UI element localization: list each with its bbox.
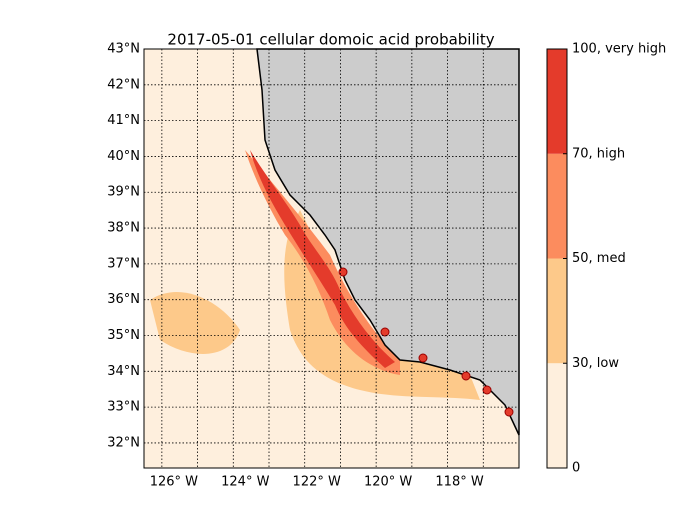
colorbar-label: 30, low (572, 356, 619, 371)
colorbar-band (547, 153, 567, 259)
lat-label: 33°N (107, 400, 140, 415)
lat-label: 36°N (107, 292, 140, 307)
colorbar-label: 70, high (572, 146, 625, 161)
map-title: 2017-05-01 cellular domoic acid probabil… (167, 31, 494, 49)
land (256, 48, 520, 436)
colorbar-label: 100, very high (572, 42, 666, 57)
site (338, 267, 348, 277)
high-region (250, 150, 395, 368)
site (482, 385, 492, 395)
site (380, 327, 390, 337)
lat-label: 42°N (107, 77, 140, 92)
lat-label: 40°N (107, 149, 140, 164)
colorbar-frame (546, 48, 568, 469)
low-region (284, 210, 480, 400)
lon-label: 122° W (293, 475, 341, 490)
colorbar-label: 50, med (572, 251, 626, 266)
site (418, 353, 428, 363)
lon-label: 118° W (435, 475, 483, 490)
lat-label: 41°N (107, 113, 140, 128)
lon-label: 120° W (364, 475, 412, 490)
graticule: 32°N 33°N 34°N 35°N 36°N 37°N 38°N 39°N 40°N 41°N… (107, 42, 519, 490)
lon-label: 124° W (221, 475, 269, 490)
lon-label: 126° W (150, 475, 198, 490)
lat-label: 35°N (107, 328, 140, 343)
colorbar-band (547, 49, 567, 154)
map-frame (143, 48, 520, 469)
colorbar-band (547, 363, 567, 468)
lat-label: 37°N (107, 256, 140, 271)
low-region (150, 291, 240, 354)
lat-label: 38°N (107, 221, 140, 236)
lat-label: 43°N (107, 42, 140, 57)
lat-label: 39°N (107, 185, 140, 200)
colorbar: 0 30, low 50, med 70, high 100, very high (547, 42, 666, 476)
colorbar-band (547, 258, 567, 364)
map (144, 48, 520, 468)
lat-label: 32°N (107, 435, 140, 450)
site (461, 371, 471, 381)
colorbar-label: 0 (572, 461, 580, 476)
site (504, 407, 514, 417)
lat-label: 34°N (107, 364, 140, 379)
